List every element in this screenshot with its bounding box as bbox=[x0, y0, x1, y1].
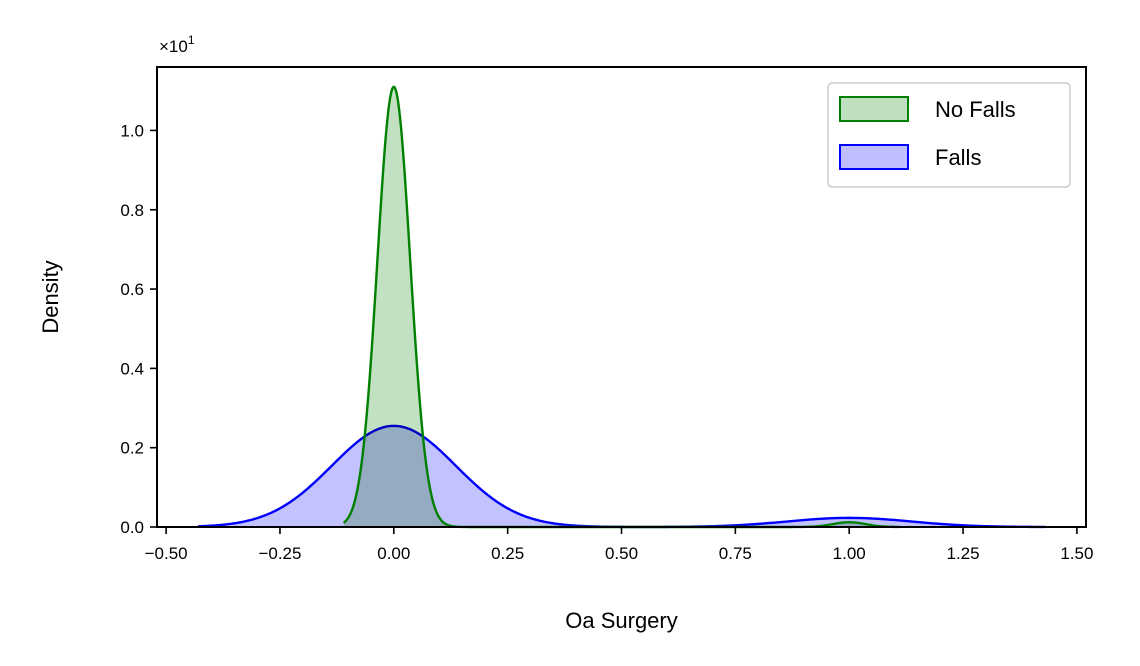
x-axis: −0.50 −0.25 0.00 0.25 0.50 0.75 1.00 1.25 1.50 bbox=[145, 527, 1093, 563]
y-tick-label: 0.2 bbox=[120, 439, 144, 458]
legend-label-falls: Falls bbox=[935, 145, 981, 170]
x-tick-label: −0.50 bbox=[145, 544, 188, 563]
x-tick-label: −0.25 bbox=[258, 544, 301, 563]
y-tick-label: 1.0 bbox=[120, 121, 144, 140]
density-area-falls bbox=[197, 425, 1046, 527]
x-tick-label: 1.00 bbox=[833, 544, 866, 563]
y-axis: 0.0 0.2 0.4 0.6 0.8 1.0 bbox=[120, 121, 157, 537]
x-axis-label: Oa Surgery bbox=[565, 608, 678, 633]
x-tick-label: 0.75 bbox=[719, 544, 752, 563]
y-tick-label: 0.8 bbox=[120, 201, 144, 220]
legend-label-no-falls: No Falls bbox=[935, 97, 1016, 122]
y-axis-offset-label: ×101 bbox=[159, 33, 195, 56]
y-axis-label: Density bbox=[38, 260, 63, 333]
y-tick-label: 0.6 bbox=[120, 280, 144, 299]
y-tick-label: 0.0 bbox=[120, 518, 144, 537]
x-tick-label: 1.50 bbox=[1060, 544, 1093, 563]
legend: No Falls Falls bbox=[827, 82, 1071, 188]
x-tick-label: 1.25 bbox=[946, 544, 979, 563]
legend-swatch-falls bbox=[839, 144, 909, 170]
density-area-no-falls bbox=[343, 86, 900, 527]
x-tick-label: 0.25 bbox=[491, 544, 524, 563]
y-tick-label: 0.4 bbox=[120, 359, 144, 378]
legend-swatch-no-falls bbox=[839, 96, 909, 122]
x-tick-label: 0.00 bbox=[377, 544, 410, 563]
offset-base: ×10 bbox=[159, 37, 188, 56]
x-tick-label: 0.50 bbox=[605, 544, 638, 563]
offset-exponent: 1 bbox=[188, 33, 195, 47]
